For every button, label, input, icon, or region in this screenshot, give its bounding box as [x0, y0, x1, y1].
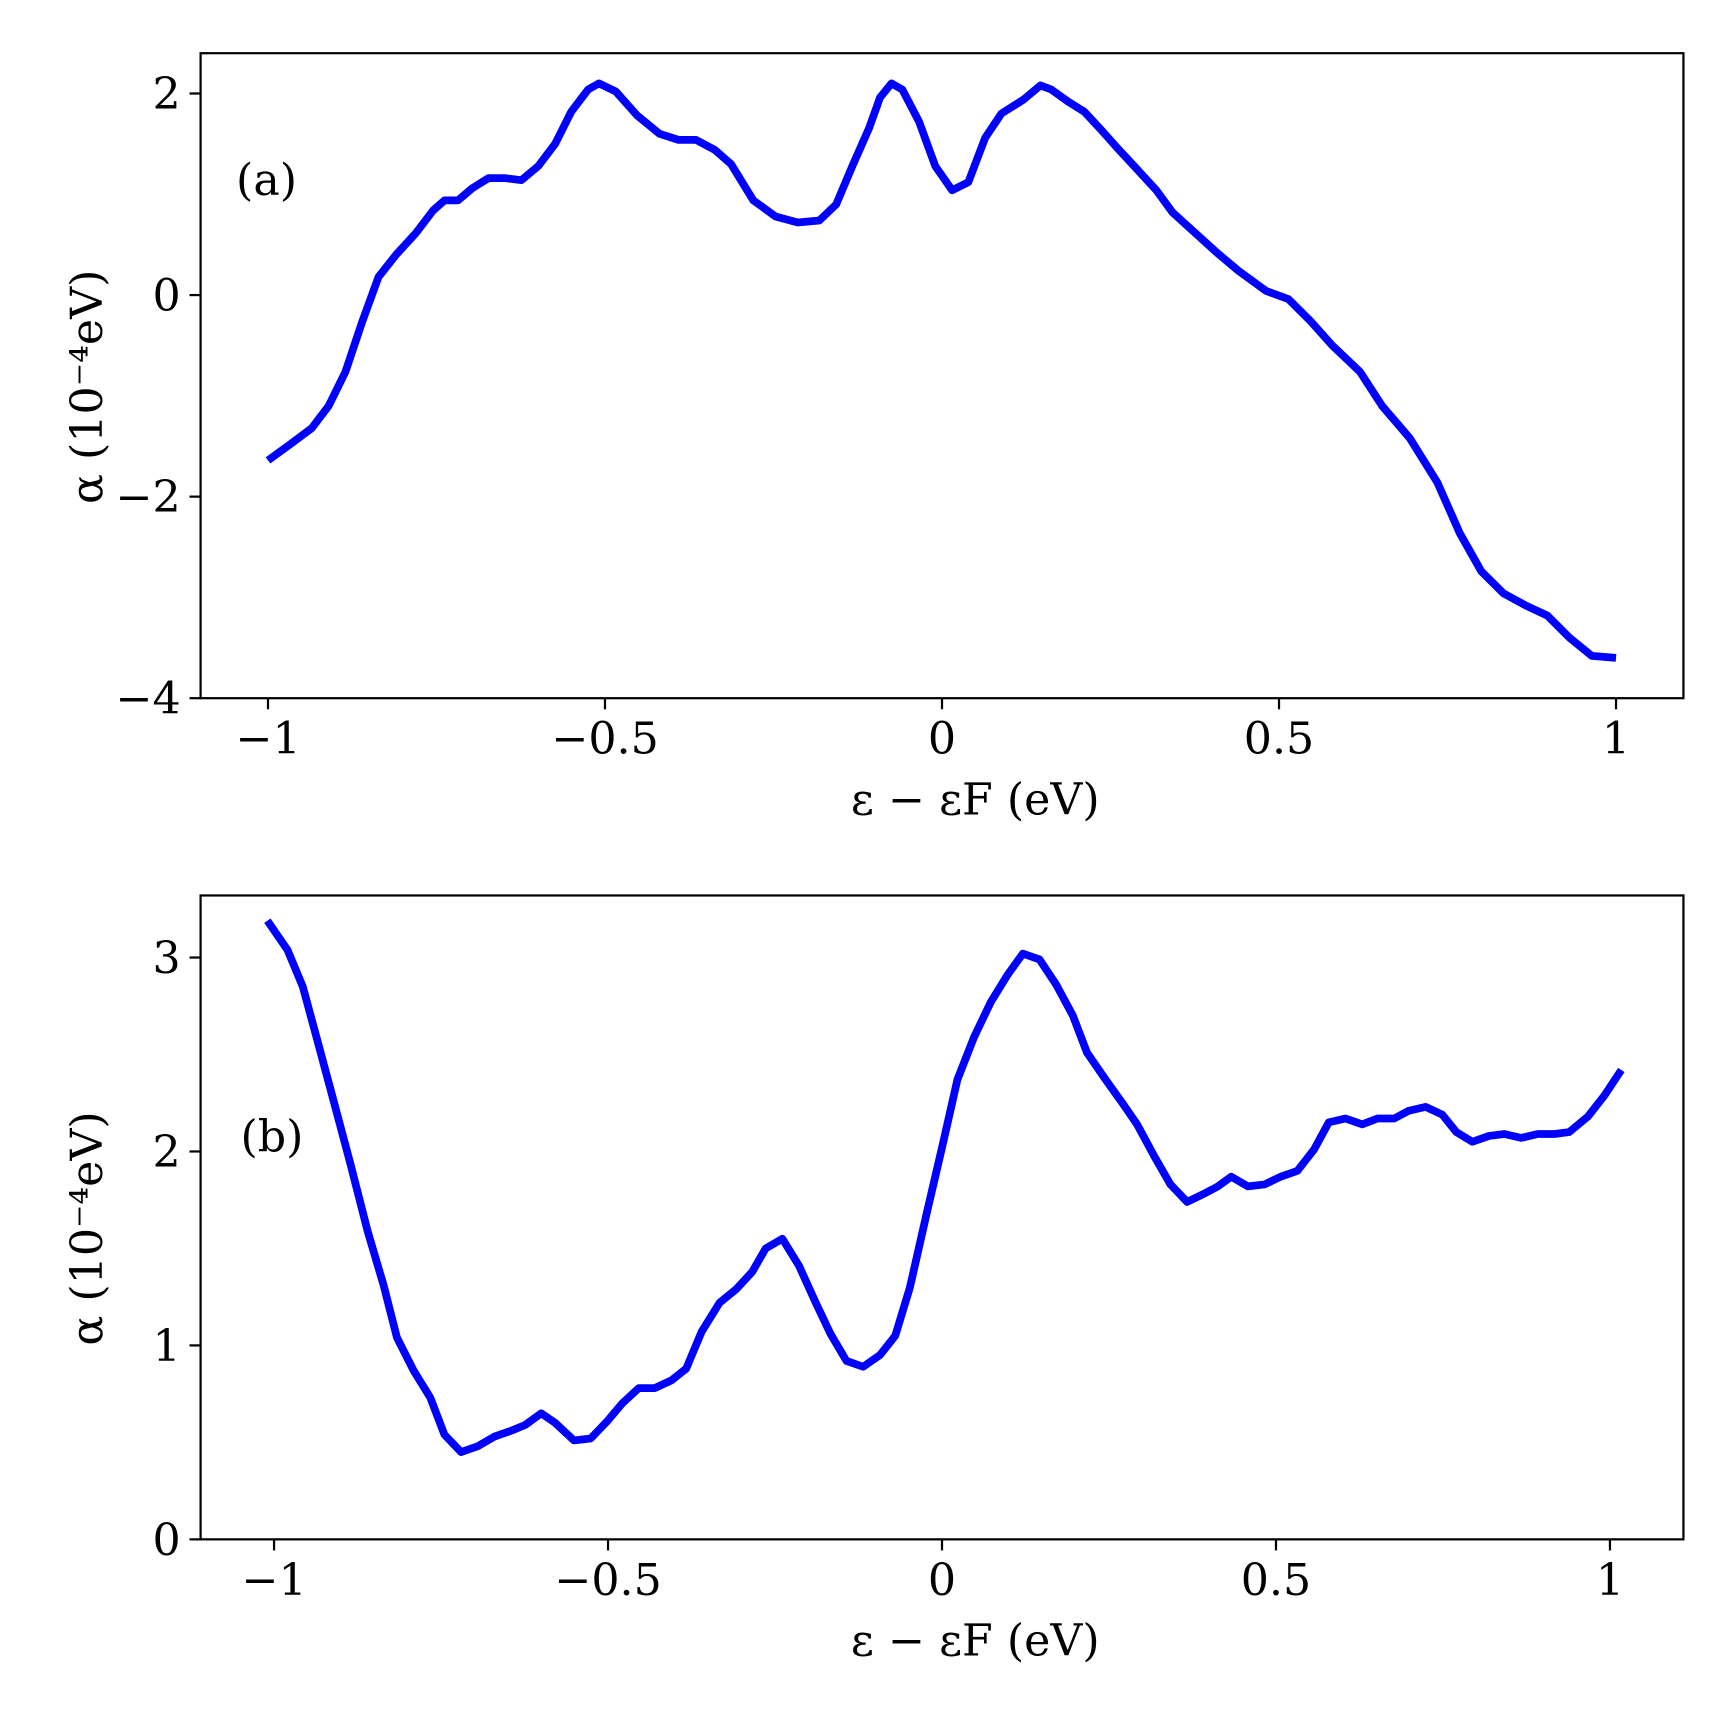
chart-panel: −1 −0.5 0 0.5 1 −4 −2 0 2 (a) ε − εF (eV) α (10⁻⁴eV… [62, 52, 1685, 826]
axes-frame [199, 52, 1685, 700]
y-axis-label: α (10⁻⁴eV) [62, 1111, 113, 1345]
y-tick-label: 2 [152, 1127, 180, 1178]
x-tick-label: −1 [241, 1555, 306, 1606]
plot-area [265, 79, 1617, 662]
annotation: (b) [240, 1111, 303, 1162]
data-line [265, 79, 1617, 662]
annotation: (a) [236, 155, 297, 206]
chart-panel: −1 −0.5 0 0.5 1 0 1 2 3 (b) ε − εF (eV) α (10⁻⁴eV) [62, 894, 1685, 1667]
y-tick-label: 2 [152, 69, 180, 120]
x-tick-label: 0.5 [1241, 1555, 1311, 1606]
x-tick-label: 0 [928, 714, 956, 765]
x-tick-label: −0.5 [554, 1555, 662, 1606]
x-axis-label: ε − εF (eV) [851, 775, 1100, 826]
y-tick-label: 0 [152, 1515, 180, 1566]
y-axis-label: α (10⁻⁴eV) [62, 270, 113, 504]
x-tick-label: 1 [1602, 714, 1630, 765]
data-line [264, 918, 1625, 1456]
y-tick-label: 0 [152, 271, 180, 322]
plot-area [264, 918, 1625, 1456]
x-tick-label: 1 [1596, 1555, 1624, 1606]
x-tick-label: 0.5 [1244, 714, 1314, 765]
x-tick-label: 0 [928, 1555, 956, 1606]
y-tick-label: −4 [115, 674, 180, 725]
y-tick-label: −2 [115, 472, 180, 523]
y-tick-label: 3 [152, 933, 180, 984]
y-tick-label: 1 [152, 1321, 180, 1372]
x-axis-label: ε − εF (eV) [851, 1616, 1100, 1667]
x-tick-label: −0.5 [551, 714, 659, 765]
x-tick-label: −1 [235, 714, 300, 765]
axes-frame [199, 894, 1685, 1541]
